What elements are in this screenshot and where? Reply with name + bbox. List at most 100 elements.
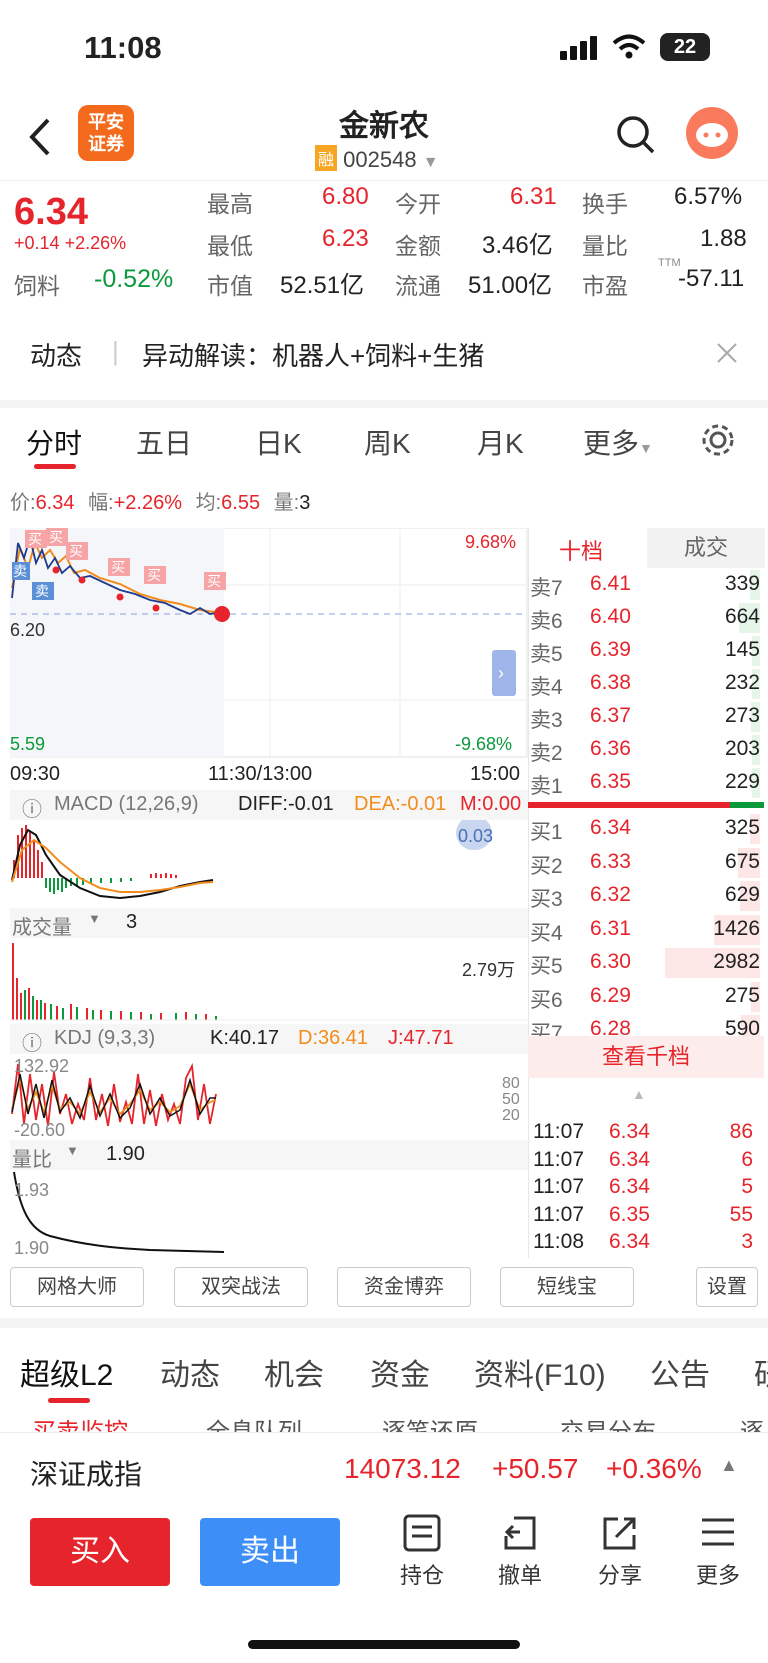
tab-tick-restore[interactable]: 逐笔还原 (382, 1412, 478, 1432)
ask-row[interactable]: 卖7 6.41 339 (530, 568, 760, 602)
grid-master-button[interactable]: 网格大师 (10, 1267, 144, 1307)
holdings-label: 持仓 (399, 1563, 444, 1588)
tab-monthly-k[interactable]: 月K (477, 428, 524, 459)
tab-trade-monitor[interactable]: 买卖监控 (32, 1412, 128, 1432)
expand-orderbook-button[interactable] (492, 650, 516, 696)
level-volume: 590 (724, 1017, 760, 1040)
tab-intraday[interactable]: 分时 (26, 428, 83, 459)
ask-row[interactable]: 卖2 6.36 203 (530, 733, 760, 767)
bid-row[interactable]: 买3 6.32 629 (530, 879, 760, 913)
back-icon[interactable] (28, 117, 52, 157)
tab-f10[interactable]: 资料(F10) (474, 1359, 606, 1392)
chevron-down-icon: ▼ (66, 1143, 79, 1158)
kdj-top: 132.92 (14, 1056, 69, 1076)
search-icon[interactable] (616, 115, 656, 155)
vol-label: 量: (273, 492, 300, 514)
kdj-header[interactable]: ⓘ KDJ (9,3,3) K:40.17 D:36.41 J:47.71 (10, 1024, 528, 1055)
level-label: 卖6 (530, 610, 563, 633)
close-icon[interactable] (716, 342, 738, 364)
tab-capital[interactable]: 资金 (370, 1359, 430, 1392)
pe-label: 市盈 (582, 273, 628, 299)
tab-trade-dist[interactable]: 交易分布 (560, 1412, 656, 1432)
more-label: 更多 (695, 1563, 740, 1588)
trade-price: 6.34 (609, 1175, 650, 1198)
index-ticker[interactable]: 深证成指 14073.12 +50.57 +0.36% ▲ (0, 1432, 768, 1500)
tab-trades[interactable]: 成交 (647, 528, 765, 568)
intraday-chart[interactable]: 买 买 买 买 买 买 卖 卖 6.20 5.59 9.68% -9.68% › (10, 528, 528, 758)
tab-more[interactable]: 更多▼ (583, 422, 653, 462)
level-volume: 145 (724, 638, 760, 661)
bid-row[interactable]: 买7 6.28 590 (530, 1013, 760, 1047)
share-button[interactable]: 分享 (590, 1514, 650, 1590)
level-price: 6.37 (590, 704, 631, 727)
double-break-button[interactable]: 双突战法 (174, 1267, 308, 1307)
tab-daily-k[interactable]: 日K (255, 428, 302, 459)
cancel-order-button[interactable]: 撤单 (490, 1514, 550, 1590)
scroll-up-icon[interactable]: ▲ (632, 1086, 646, 1102)
sector-name[interactable]: 饲料 (14, 273, 60, 299)
level-volume: 2982 (713, 950, 760, 973)
bid-row[interactable]: 买2 6.33 675 (530, 846, 760, 880)
ask-row[interactable]: 卖6 6.40 664 (530, 601, 760, 635)
tab-opportunity[interactable]: 机会 (264, 1359, 324, 1392)
sell-button[interactable]: 卖出 (200, 1518, 340, 1586)
level-volume: 325 (724, 816, 760, 839)
more-button[interactable]: 更多 (688, 1514, 748, 1590)
assistant-avatar[interactable] (686, 107, 738, 159)
volume-bar (739, 603, 760, 633)
quote-panel: 6.34 +0.14 +2.26% 饲料 -0.52% 最高 6.80 最低 6… (0, 180, 768, 315)
tab-five-day[interactable]: 五日 (136, 428, 193, 459)
broker-logo[interactable]: 平安 证券 (78, 105, 134, 161)
y-mid-label: 6.20 (10, 620, 45, 640)
trade-volume: 6 (741, 1147, 753, 1171)
vratio-label: 量比 (582, 233, 628, 259)
macd-dea: DEA:-0.01 (354, 793, 447, 815)
chat-bot-icon (696, 123, 728, 147)
bid-row[interactable]: 买6 6.29 275 (530, 980, 760, 1014)
tab-ten-levels[interactable]: 十档 (559, 539, 604, 564)
tab-queue[interactable]: 全息队列 (206, 1412, 302, 1432)
vratio-value: 1.88 (700, 225, 747, 252)
tab-tick[interactable]: 逐 (740, 1412, 764, 1432)
tab-news[interactable]: 动态 (160, 1359, 220, 1392)
level-label: 卖5 (530, 643, 563, 666)
ask-row[interactable]: 卖5 6.39 145 (530, 634, 760, 668)
trade-volume: 5 (741, 1175, 753, 1198)
trade-time: 11:07 (533, 1175, 584, 1198)
chevron-up-icon[interactable]: ▲ (720, 1455, 738, 1475)
stock-code-row[interactable]: 融 002548 ▼ (315, 145, 439, 173)
tab-announcements[interactable]: 公告 (650, 1359, 710, 1392)
level-label: 买1 (530, 821, 563, 844)
vr-line (13, 1171, 225, 1253)
capital-game-button[interactable]: 资金博弈 (337, 1267, 471, 1307)
news-banner[interactable]: 动态 | 异动解读：机器人+饲料+生猪 (0, 320, 768, 385)
tab-research[interactable]: 研 (754, 1350, 768, 1394)
bid-row[interactable]: 买5 6.30 2982 (530, 946, 760, 980)
short-line-button[interactable]: 短线宝 (500, 1267, 634, 1307)
tab-weekly-k[interactable]: 周K (364, 428, 411, 459)
macd-header[interactable]: ⓘ MACD (12,26,9) DIFF:-0.01 DEA:-0.01 M:… (10, 790, 528, 821)
home-indicator (248, 1640, 520, 1649)
share-icon (603, 1517, 636, 1550)
last-price: 6.34 (14, 191, 88, 233)
ask-row[interactable]: 卖1 6.35 229 (530, 766, 760, 800)
mcap-label: 市值 (207, 273, 253, 299)
view-thousand-levels-button[interactable]: 查看千档 (528, 1036, 764, 1078)
level-label: 卖3 (530, 709, 563, 732)
level-price: 6.33 (590, 849, 631, 873)
bid-row[interactable]: 买1 6.34 325 (530, 812, 760, 846)
bid-row[interactable]: 买4 6.31 1426 (530, 913, 760, 947)
tools-settings-button[interactable]: 设置 (696, 1267, 758, 1307)
level-volume: 339 (724, 572, 760, 595)
chevron-down-icon: ▼ (88, 911, 101, 926)
holdings-button[interactable]: 持仓 (392, 1514, 452, 1590)
ask-row[interactable]: 卖3 6.37 273 (530, 700, 760, 734)
vr-top: 1.93 (14, 1180, 49, 1200)
settings-gear-icon[interactable] (700, 422, 736, 458)
buy-button[interactable]: 买入 (30, 1518, 170, 1586)
level-price: 6.29 (590, 983, 631, 1007)
vr-header[interactable]: 量比 ▼ 1.90 (10, 1140, 528, 1171)
ask-row[interactable]: 卖4 6.38 232 (530, 667, 760, 701)
tab-super-l2[interactable]: 超级L2 (20, 1359, 114, 1392)
volume-header[interactable]: 成交量 ▼ 3 (10, 908, 528, 939)
